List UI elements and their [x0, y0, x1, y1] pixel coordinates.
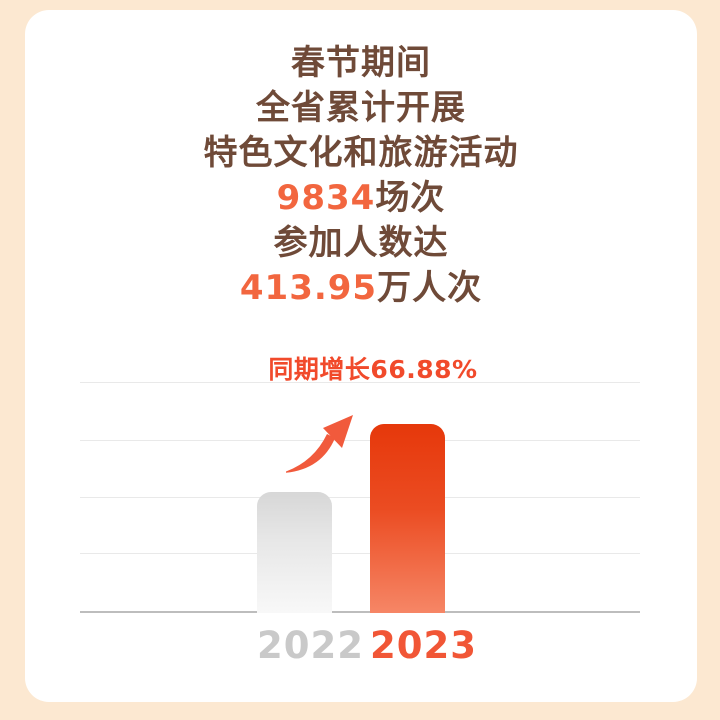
participants-unit: 万人次: [377, 268, 483, 308]
growth-arrow-icon: [240, 405, 370, 495]
x-tick-label-2023: 2023: [370, 624, 477, 667]
headline-text: 全省累计开展: [256, 88, 466, 128]
headline-text: 参加人数达: [273, 223, 449, 263]
gridline: [80, 497, 640, 498]
headline-line-scope: 全省累计开展: [25, 86, 697, 131]
gridline: [80, 382, 640, 383]
bar-chart: 2022 2023: [25, 10, 697, 702]
x-tick-label-2022: 2022: [257, 624, 364, 667]
gridline: [80, 440, 640, 441]
headline-block: 春节期间 全省累计开展 特色文化和旅游活动 9834场次 参加人数达 413.9…: [25, 41, 697, 311]
headline-line-activity: 特色文化和旅游活动: [25, 131, 697, 176]
growth-label: 同期增长66.88%: [268, 355, 478, 384]
sessions-value: 9834: [276, 178, 376, 218]
x-axis-line: [80, 611, 640, 613]
headline-line-period: 春节期间: [25, 41, 697, 86]
headline-line-participants-caption: 参加人数达: [25, 221, 697, 266]
headline-line-participants: 413.95万人次: [25, 266, 697, 311]
participants-value: 413.95: [239, 268, 378, 308]
headline-text: 特色文化和旅游活动: [203, 133, 519, 173]
headline-text: 春节期间: [291, 43, 431, 83]
bar-2023: [370, 424, 445, 613]
content-card: 春节期间 全省累计开展 特色文化和旅游活动 9834场次 参加人数达 413.9…: [25, 10, 697, 702]
bar-2022: [257, 492, 332, 613]
headline-line-sessions: 9834场次: [25, 176, 697, 221]
sessions-unit: 场次: [375, 178, 446, 218]
gridline: [80, 553, 640, 554]
